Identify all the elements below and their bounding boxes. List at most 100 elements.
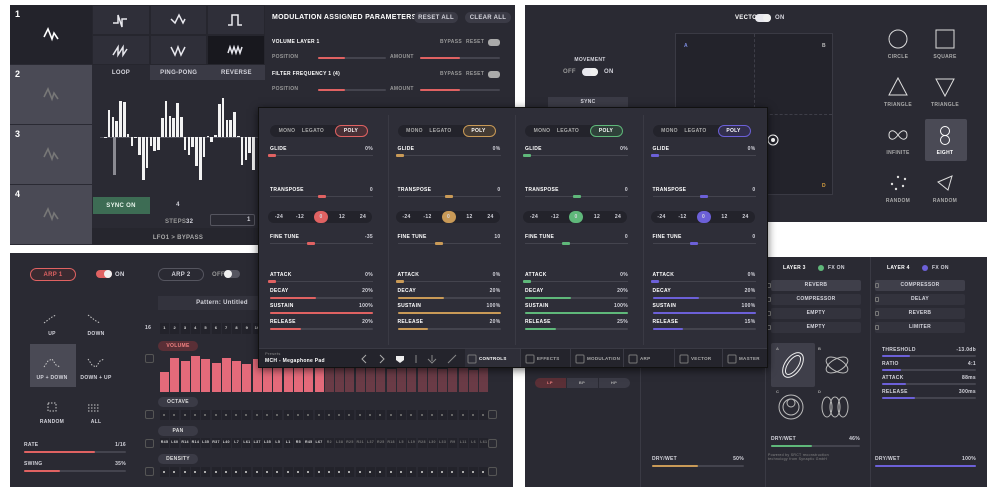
volume-step — [304, 350, 314, 392]
fx-slot[interactable] — [771, 294, 861, 305]
fx-slot[interactable] — [771, 322, 861, 333]
octave-selected[interactable] — [696, 211, 711, 223]
mode-tab[interactable] — [92, 65, 150, 80]
octave-option[interactable]: -24 — [274, 214, 284, 220]
waveform-button[interactable] — [149, 5, 208, 35]
mode-selected[interactable] — [717, 125, 751, 137]
slider-fill — [652, 297, 699, 299]
octave-option[interactable]: -12 — [295, 214, 305, 220]
waveform-button[interactable] — [207, 35, 266, 65]
mode-selected[interactable] — [462, 125, 496, 137]
lane-edit-button[interactable] — [145, 439, 154, 448]
octave-option[interactable]: 12 — [593, 214, 601, 220]
octave-option[interactable]: -12 — [678, 214, 687, 220]
fx-slot[interactable] — [875, 322, 965, 333]
fx-slot[interactable] — [875, 280, 965, 291]
octave-option[interactable]: 24 — [487, 214, 494, 220]
octave-option[interactable]: 0 — [574, 214, 578, 220]
mode-option[interactable]: POLY — [343, 128, 359, 134]
direction-selected[interactable] — [30, 344, 76, 387]
tab[interactable] — [570, 349, 622, 367]
mode-option[interactable]: POLY — [726, 128, 741, 134]
waveform-button[interactable] — [149, 35, 208, 65]
shape-selected[interactable] — [925, 119, 967, 161]
fx-slot[interactable] — [875, 308, 965, 319]
reset-all-button[interactable] — [414, 12, 458, 23]
toggle[interactable] — [224, 270, 240, 278]
mode-option[interactable]: LEGATO — [556, 128, 580, 134]
tab-label[interactable]: VECTOR — [691, 356, 712, 361]
octave-option[interactable]: -12 — [550, 214, 560, 220]
octave-option[interactable]: -24 — [402, 214, 411, 220]
octave-option[interactable]: -12 — [423, 214, 432, 220]
octave-option[interactable]: 24 — [614, 214, 622, 220]
slider-track — [397, 281, 501, 282]
lane-pill[interactable] — [158, 426, 198, 436]
sync-button[interactable] — [93, 197, 150, 214]
mode-tab[interactable] — [149, 65, 208, 80]
octave-option[interactable]: 0 — [319, 214, 323, 220]
octave-selected[interactable] — [441, 211, 456, 223]
octave-option[interactable]: 12 — [466, 214, 473, 220]
octave-option[interactable]: -24 — [529, 214, 539, 220]
lane-edit-button[interactable] — [488, 439, 497, 448]
octave-option[interactable]: 12 — [721, 214, 728, 220]
octave-option[interactable]: 0 — [446, 214, 451, 220]
mode-selected[interactable] — [590, 125, 623, 137]
octave-option[interactable]: -24 — [657, 214, 666, 220]
mode-tab[interactable] — [207, 65, 266, 80]
lane-edit-button[interactable] — [145, 410, 154, 419]
sync-button[interactable] — [548, 97, 628, 109]
fx-slot[interactable] — [875, 294, 965, 305]
mode-option[interactable]: POLY — [598, 128, 614, 134]
tab-label[interactable]: ARP — [640, 356, 651, 361]
filter-button[interactable] — [535, 378, 566, 388]
octave-option[interactable]: 24 — [742, 214, 749, 220]
parameter-label: DECAY — [652, 288, 672, 294]
mode-option[interactable]: MONO — [278, 128, 296, 134]
mode-option[interactable]: MONO — [661, 128, 678, 134]
preset-name[interactable]: MCH - Megaphone Pad — [265, 358, 325, 364]
lane-edit-button[interactable] — [145, 467, 154, 476]
mode-option[interactable]: MONO — [406, 128, 423, 134]
waveform-button[interactable] — [207, 5, 266, 35]
filter-button[interactable] — [567, 378, 598, 388]
arp1-button[interactable] — [30, 268, 76, 281]
arp2-button[interactable] — [158, 268, 204, 281]
octave-option[interactable]: 0 — [701, 214, 706, 220]
lane-edit-button[interactable] — [145, 354, 154, 363]
fx-slot[interactable] — [771, 280, 861, 291]
mode-selected[interactable] — [335, 125, 368, 137]
tab-label[interactable]: CONTROLS — [479, 356, 507, 361]
tab-active[interactable] — [465, 349, 521, 367]
tab-label[interactable]: MASTER — [739, 356, 760, 361]
tab[interactable] — [520, 349, 572, 367]
waveform-button[interactable] — [92, 5, 150, 35]
lane-edit-button[interactable] — [488, 467, 497, 476]
mode-option[interactable]: LEGATO — [429, 128, 452, 134]
parameter-toggle[interactable] — [488, 71, 500, 78]
octave-selected[interactable] — [569, 211, 583, 223]
lane-pill[interactable] — [158, 454, 198, 464]
lane-pill[interactable] — [158, 341, 198, 351]
filter-button[interactable] — [599, 378, 630, 388]
tab[interactable] — [623, 349, 675, 367]
tab[interactable] — [674, 349, 726, 367]
octave-option[interactable]: 12 — [338, 214, 346, 220]
mode-option[interactable]: LEGATO — [301, 128, 325, 134]
octave-selected[interactable] — [314, 211, 328, 223]
parameter-toggle[interactable] — [488, 39, 500, 46]
lane-edit-button[interactable] — [488, 410, 497, 419]
step-cell — [170, 323, 180, 334]
tab-label[interactable]: MODULATION — [587, 356, 621, 361]
tab-label[interactable]: EFFECTS — [537, 356, 560, 361]
clear-all-button[interactable] — [465, 12, 511, 23]
lane-pill[interactable] — [158, 397, 198, 407]
octave-option[interactable]: 24 — [359, 214, 367, 220]
mode-option[interactable]: MONO — [533, 128, 551, 134]
shape-label: RANDOM — [932, 198, 958, 204]
tab[interactable] — [722, 349, 774, 367]
mode-option[interactable]: POLY — [471, 128, 486, 134]
mode-option[interactable]: LEGATO — [684, 128, 707, 134]
fx-slot[interactable] — [771, 308, 861, 319]
